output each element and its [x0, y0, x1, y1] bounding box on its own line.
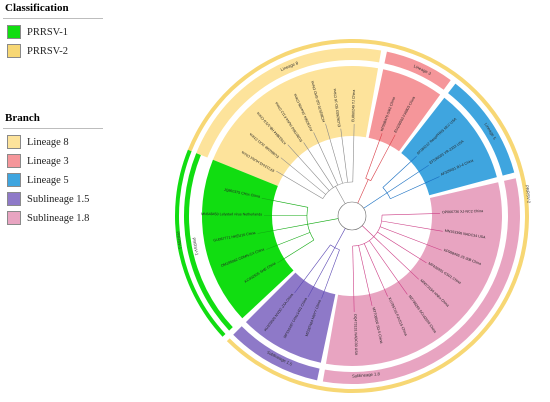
branch-line: [390, 176, 440, 200]
legend-item-sublineage-1-8: Sublineage 1.8: [3, 209, 103, 227]
legend-label: Lineage 5: [27, 174, 69, 186]
clade-sublineage-1-8-sector: [325, 182, 502, 367]
branch-line: [321, 249, 340, 299]
ring-prrsv1-outer: [175, 149, 226, 337]
classification-legend: Classification PRRSV-1 PRRSV-2: [3, 2, 103, 61]
legend-item-lineage-3: Lineage 3: [3, 152, 103, 170]
legend-label: Lineage 8: [27, 136, 69, 148]
swatch-sublineage-1-5: [7, 192, 21, 206]
branch-line: [287, 144, 330, 191]
clade-sublineage-1-8-strip: [322, 178, 520, 384]
legend-label: PRRSV-1: [27, 26, 69, 38]
strip-label-prrsv2: PRRSV-2: [524, 185, 531, 204]
legend-item-lineage-5: Lineage 5: [3, 171, 103, 189]
legend-label: PRRSV-2: [27, 45, 69, 57]
branch-line: [294, 244, 331, 294]
ring-prrsv1-inner: [183, 153, 233, 331]
branch-line: [373, 236, 419, 280]
clade-lineage-3-sector: [368, 69, 441, 152]
legend-item-sublineage-1-5: Sublineage 1.5: [3, 190, 103, 208]
branch-line: [280, 157, 326, 195]
branch-line: [313, 132, 339, 186]
swatch-prrsv2: [7, 44, 21, 58]
legend-label: Sublineage 1.8: [27, 212, 90, 224]
branch-line: [365, 133, 383, 179]
strip-label-prrsv1: PRRSV-1: [191, 237, 199, 256]
branch-line: [352, 245, 355, 312]
branch-line: [266, 232, 311, 250]
legend-item-prrsv1: PRRSV-1: [3, 23, 103, 41]
clade-stem: [335, 186, 346, 204]
clade-lineage-5-strip: [448, 83, 515, 176]
branch-line: [379, 226, 442, 251]
legend-divider: [3, 18, 103, 19]
clade-stem: [334, 228, 346, 248]
swatch-lineage-8: [7, 135, 21, 149]
branch-line: [261, 197, 308, 208]
clade-stem: [307, 218, 339, 225]
clade-stem: [357, 179, 369, 204]
branch-line: [382, 156, 417, 188]
strip-label-prrsv1-outer: PRRSV-1: [175, 231, 183, 250]
tip-label: JQ860375 CHsx China: [224, 188, 261, 199]
tip-label: OQ473131 NADC30 USA: [353, 314, 358, 356]
branch-line: [257, 223, 308, 234]
clade-lineage-8-strip: [196, 48, 382, 158]
branch-line: [352, 124, 355, 183]
strip-label-sublineage-1-8: Sublineage 1.8: [352, 371, 381, 378]
branch-line: [363, 243, 388, 297]
tip-label: MT708500 SD-5 China: [372, 307, 384, 344]
branch-line: [307, 247, 336, 297]
tip-label: GU067771 HKEU16 China: [213, 231, 256, 243]
clade-sublineage-1-5-sector: [245, 272, 336, 363]
clade-lineage-5-sector: [401, 97, 497, 196]
tip-label: MN648450 Lelystad virus Netherlands: [201, 212, 262, 216]
legend-divider: [3, 128, 103, 129]
branch-line: [276, 170, 323, 199]
root-node: [337, 201, 367, 231]
legend-item-prrsv2: PRRSV-2: [3, 42, 103, 60]
tip-label: EU262603 SD-16 China: [333, 88, 342, 127]
swatch-lineage-3: [7, 154, 21, 168]
legend-label: Sublineage 1.5: [27, 193, 90, 205]
strip-label-text: PRRSV-2: [524, 185, 531, 204]
branch-line: [369, 240, 408, 295]
branch-line: [303, 142, 334, 188]
branch-legend-title: Branch: [5, 112, 40, 124]
branch-line: [386, 164, 429, 194]
clade-stem: [363, 192, 388, 209]
branch-line: [381, 213, 440, 216]
branch-line: [381, 220, 443, 232]
clade-sublineage-1-5-strip: [233, 326, 320, 381]
tip-label: EU860249 TJ China: [351, 90, 356, 122]
legend-label: Lineage 3: [27, 155, 69, 167]
swatch-sublineage-1-8: [7, 211, 21, 225]
clade-stem: [361, 225, 374, 237]
branch-line: [377, 231, 427, 264]
branch-line: [358, 245, 373, 306]
classification-legend-title: Classification: [5, 2, 69, 14]
branch-line: [370, 134, 396, 181]
clade-lineage-8-sector: [212, 65, 379, 187]
branch-legend: Branch Lineage 8 Lineage 3 Lineage 5 Sub…: [3, 112, 103, 228]
swatch-prrsv1: [7, 25, 21, 39]
clade-lineage-3-strip: [384, 51, 451, 90]
clade-prrsv-1-sector: [202, 159, 294, 319]
legend-item-lineage-8: Lineage 8: [3, 133, 103, 151]
branch-line: [277, 239, 315, 264]
branch-line: [340, 128, 348, 183]
branch-line: [325, 123, 343, 184]
tip-label: MN153396 NADC34 USA: [445, 229, 487, 240]
tip-label: OP066736 XJ-NC2 China: [442, 209, 483, 214]
swatch-lineage-5: [7, 173, 21, 187]
